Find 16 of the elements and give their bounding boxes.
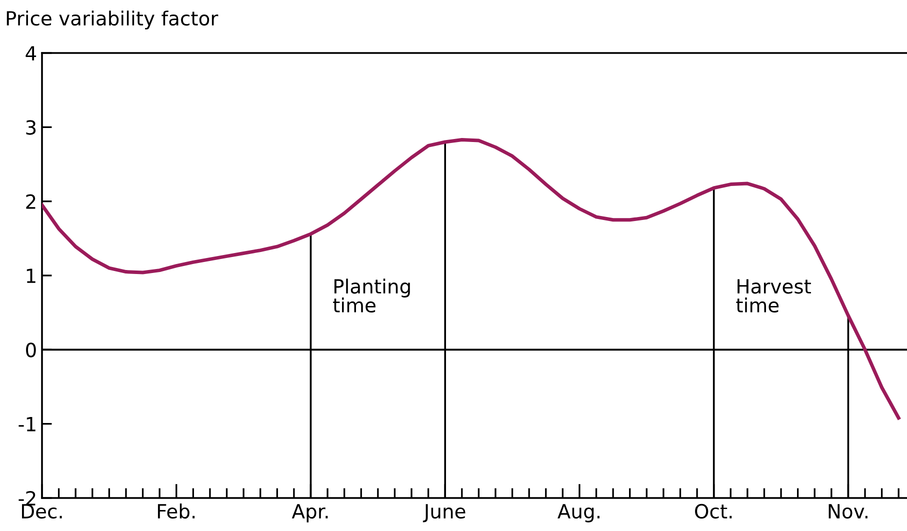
x-tick-label: Dec. [22, 504, 62, 519]
x-tick-label: Aug. [558, 504, 600, 522]
x-tick-label: Apr. [292, 504, 328, 522]
y-tick-label: 3 [26, 120, 36, 135]
x-tick-label: June [422, 504, 466, 522]
y-tick-label: 4 [26, 46, 36, 60]
x-tick-label: Oct. [695, 504, 732, 519]
annotation: Planting time [333, 278, 410, 313]
x-tick-label: Nov. [828, 504, 868, 519]
y-tick-label: -1 [18, 417, 36, 432]
x-tick-label: Feb. [158, 504, 195, 519]
y-tick-label: 2 [26, 194, 36, 209]
y-axis-title: Price variability factor [6, 10, 218, 30]
annotation: Harvest time [736, 279, 811, 313]
y-tick-label: 0 [26, 342, 36, 358]
y-tick-label: 1 [26, 268, 36, 283]
